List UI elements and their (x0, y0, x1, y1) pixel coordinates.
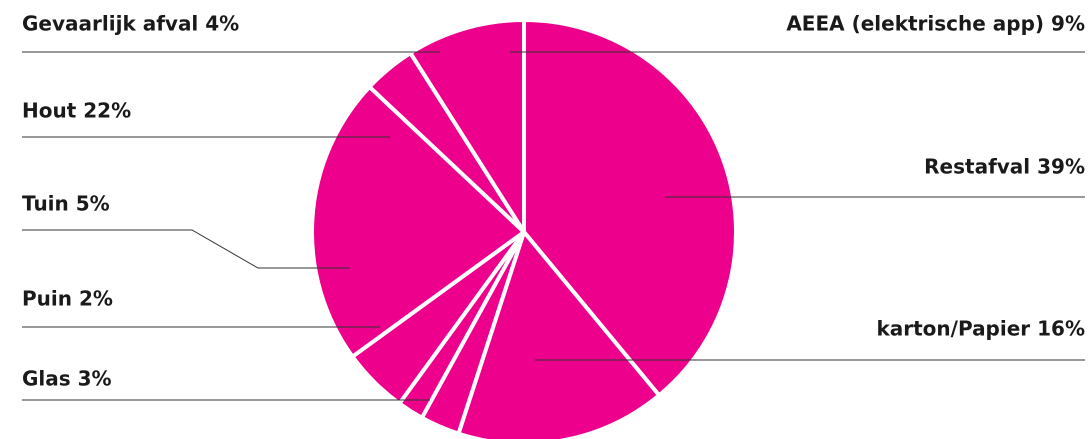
slice-label: AEEA (elektrische app) 9% (786, 12, 1085, 36)
pie-slice (522, 18, 738, 398)
slice-label: Gevaarlijk afval 4% (22, 12, 239, 36)
leader-line (22, 229, 350, 269)
slice-label: Puin 2% (22, 287, 113, 311)
slice-label: Tuin 5% (22, 192, 110, 216)
slice-label: karton/Papier 16% (876, 317, 1085, 341)
slice-label: Restafval 39% (924, 155, 1085, 179)
slice-label: Glas 3% (22, 367, 112, 391)
slice-label: Hout 22% (22, 99, 131, 123)
pie-slice (310, 84, 526, 359)
pie-slice (408, 18, 526, 234)
